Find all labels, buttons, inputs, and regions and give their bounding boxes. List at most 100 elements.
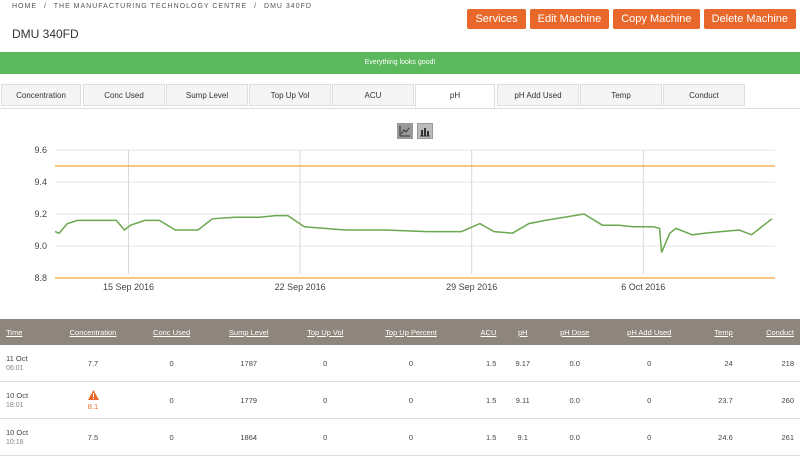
- table-row[interactable]: 11 Oct 06:01 7.7 0 1787 0 0 1.5 9.17 0.0 …: [0, 345, 800, 382]
- header-ph-dose[interactable]: pH Dose: [560, 327, 590, 337]
- x-tick-label: 15 Sep 2016: [103, 282, 154, 292]
- header-top-up-vol[interactable]: Top Up Vol: [307, 327, 344, 337]
- ph-series-line: [54, 213, 773, 253]
- concentration-cell: 7.5: [52, 418, 134, 456]
- ph-add-used-cell: 0: [606, 418, 693, 456]
- temp-cell: 24: [692, 345, 739, 382]
- header-acu[interactable]: ACU: [480, 327, 497, 337]
- acu-cell: 1.5: [459, 345, 503, 382]
- readings-table: Time Concentration Conc Used Sump Level …: [0, 319, 800, 456]
- temp-cell: 24.6: [692, 418, 739, 456]
- breadcrumb-company[interactable]: The Manufacturing Technology Centre: [53, 3, 248, 10]
- ph-chart: 9.6 9.4 9.2 9.0 8.8 15 Sep 2016 22 Sep 2016 29…: [34, 145, 775, 292]
- row-date: 10 Oct: [6, 428, 29, 437]
- line-chart-icon[interactable]: [397, 123, 413, 139]
- top-up-percent-cell: 0: [362, 381, 460, 419]
- tab-conduct[interactable]: Conduct: [663, 84, 745, 106]
- acu-cell: 1.5: [459, 418, 503, 456]
- ph-add-used-cell: 0: [606, 345, 693, 382]
- ph-cell: 9.1: [502, 418, 544, 456]
- chart-y-ticks: 9.6 9.4 9.2 9.0 8.8: [34, 145, 47, 283]
- acu-cell: 1.5: [459, 381, 503, 419]
- conduct-cell: 261: [738, 418, 800, 456]
- temp-cell: 23.7: [692, 381, 739, 419]
- y-tick-label: 8.8: [34, 273, 47, 283]
- delete-machine-button[interactable]: Delete Machine: [703, 9, 796, 29]
- ph-dose-cell: 0.0: [543, 418, 607, 456]
- sump-level-cell: 1787: [209, 345, 289, 382]
- breadcrumb-machine: DMU 340FD: [264, 3, 312, 10]
- table-row[interactable]: 10 Oct 18:01 8.1 0 1779 0 0 1.5 9.11 0.0 …: [0, 381, 800, 419]
- action-buttons: Services Edit Machine Copy Machine Delet…: [467, 9, 796, 29]
- header-top-up-percent[interactable]: Top Up Percent: [385, 327, 437, 337]
- conduct-cell: 260: [738, 381, 800, 419]
- conduct-cell: 218: [738, 345, 800, 382]
- header-concentration[interactable]: Concentration: [69, 327, 117, 337]
- header-sump-level[interactable]: Sump Level: [228, 327, 269, 337]
- tab-acu[interactable]: ACU: [332, 84, 414, 106]
- breadcrumb-separator: /: [43, 3, 47, 10]
- header-time[interactable]: Time: [6, 327, 23, 337]
- conc-used-cell: 0: [134, 418, 210, 456]
- row-time: 06:01: [6, 365, 24, 372]
- page-title: DMU 340FD: [12, 27, 79, 41]
- conc-used-cell: 0: [134, 345, 210, 382]
- breadcrumb-separator: /: [254, 3, 258, 10]
- metric-tabs: Concentration Conc Used Sump Level Top U…: [0, 84, 800, 109]
- header-ph-add-used[interactable]: pH Add Used: [627, 327, 672, 337]
- x-tick-label: 6 Oct 2016: [621, 282, 665, 292]
- ph-add-used-cell: 0: [606, 381, 693, 419]
- breadcrumb: Home / The Manufacturing Technology Cent…: [12, 3, 316, 10]
- edit-machine-button[interactable]: Edit Machine: [529, 9, 610, 29]
- header-ph[interactable]: pH: [517, 327, 528, 337]
- tab-sump-level[interactable]: Sump Level: [166, 84, 248, 106]
- tab-ph[interactable]: pH: [415, 84, 495, 108]
- y-tick-label: 9.2: [34, 209, 47, 219]
- x-tick-label: 22 Sep 2016: [275, 282, 326, 292]
- status-banner: Everything looks good!: [0, 52, 800, 74]
- sump-level-cell: 1864: [209, 418, 289, 456]
- row-date: 10 Oct: [6, 391, 29, 400]
- breadcrumb-home[interactable]: Home: [12, 3, 37, 10]
- header-temp[interactable]: Temp: [714, 327, 733, 337]
- concentration-cell: 7.7: [52, 345, 134, 382]
- ph-cell: 9.17: [502, 345, 544, 382]
- row-time: 18:01: [6, 402, 24, 409]
- time-cell: 10 Oct 10:18: [0, 418, 52, 456]
- ph-cell: 9.11: [502, 381, 544, 419]
- sump-level-cell: 1779: [209, 381, 289, 419]
- top-up-vol-cell: 0: [288, 381, 363, 419]
- row-date: 11 Oct: [6, 354, 28, 363]
- time-cell: 10 Oct 18:01: [0, 381, 52, 419]
- top-up-percent-cell: 0: [362, 418, 460, 456]
- x-tick-label: 29 Sep 2016: [446, 282, 497, 292]
- chart-grid: [55, 149, 775, 279]
- chart-series: [54, 213, 773, 253]
- y-tick-label: 9.0: [34, 241, 47, 251]
- top-up-vol-cell: 0: [288, 345, 363, 382]
- copy-machine-button[interactable]: Copy Machine: [613, 9, 700, 29]
- tab-concentration[interactable]: Concentration: [1, 84, 81, 106]
- chart-type-toggle: [397, 123, 433, 139]
- tab-top-up-vol[interactable]: Top Up Vol: [249, 84, 331, 106]
- services-button[interactable]: Services: [467, 9, 526, 29]
- warning-icon: [87, 389, 99, 400]
- table-row[interactable]: 10 Oct 10:18 7.5 0 1864 0 0 1.5 9.1 0.0 0…: [0, 418, 800, 456]
- ph-dose-cell: 0.0: [543, 345, 607, 382]
- header-conduct[interactable]: Conduct: [766, 327, 794, 337]
- concentration-cell: 8.1: [52, 381, 134, 419]
- time-cell: 11 Oct 06:01: [0, 345, 52, 382]
- row-time: 10:18: [6, 439, 24, 446]
- conc-used-cell: 0: [134, 381, 210, 419]
- y-tick-label: 9.6: [34, 145, 47, 155]
- top-up-percent-cell: 0: [362, 345, 460, 382]
- tab-ph-add-used[interactable]: pH Add Used: [497, 84, 579, 106]
- chart-x-ticks: 15 Sep 2016 22 Sep 2016 29 Sep 2016 6 Oct 2…: [103, 282, 665, 292]
- tab-temp[interactable]: Temp: [580, 84, 662, 106]
- top-up-vol-cell: 0: [288, 418, 363, 456]
- table-header-row: Time Concentration Conc Used Sump Level …: [0, 319, 800, 345]
- tab-conc-used[interactable]: Conc Used: [83, 84, 165, 106]
- bar-chart-icon[interactable]: [417, 123, 433, 139]
- header-conc-used[interactable]: Conc Used: [153, 327, 191, 337]
- ph-dose-cell: 0.0: [543, 381, 607, 419]
